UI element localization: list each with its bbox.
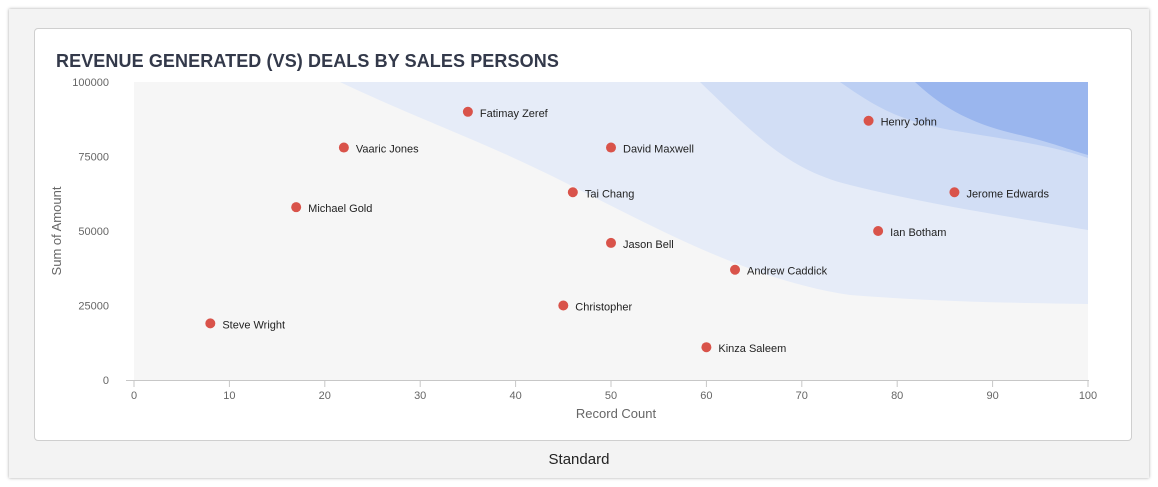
chart-title: REVENUE GENERATED (VS) DEALS BY SALES PE… bbox=[56, 51, 559, 71]
x-tick-label: 50 bbox=[605, 390, 617, 402]
data-point-label: Andrew Caddick bbox=[747, 266, 828, 278]
data-point bbox=[873, 226, 884, 236]
x-tick-label: 60 bbox=[700, 390, 712, 402]
y-tick-label: 0 bbox=[103, 375, 109, 387]
data-point-label: Kinza Saleem bbox=[718, 343, 786, 355]
y-tick-label: 25000 bbox=[78, 301, 109, 313]
band-4 bbox=[915, 82, 1088, 155]
y-tick-label: 50000 bbox=[78, 226, 109, 238]
footer-label: Standard bbox=[548, 451, 610, 468]
data-point-label: Tai Chang bbox=[585, 188, 635, 200]
data-point bbox=[863, 115, 874, 126]
data-point bbox=[291, 202, 302, 213]
x-tick-label: 10 bbox=[223, 390, 235, 402]
data-point-label: Jerome Edwards bbox=[966, 188, 1049, 200]
y-tick-label: 100000 bbox=[72, 77, 109, 89]
data-point-label: Fatimay Zeref bbox=[480, 108, 549, 120]
data-point bbox=[205, 318, 216, 329]
x-tick-label: 90 bbox=[986, 390, 998, 402]
data-point-label: Ian Botham bbox=[890, 227, 946, 239]
data-point bbox=[730, 264, 741, 275]
background-bands bbox=[340, 82, 1088, 304]
data-point-label: Christopher bbox=[575, 302, 632, 314]
data-point-label: Henry John bbox=[881, 117, 937, 129]
x-tick-label: 0 bbox=[131, 390, 137, 402]
data-point bbox=[558, 300, 569, 311]
data-point bbox=[606, 142, 616, 153]
x-tick-label: 30 bbox=[414, 390, 426, 402]
x-tick-label: 20 bbox=[319, 390, 331, 402]
data-point bbox=[949, 187, 960, 198]
x-tick-label: 80 bbox=[891, 390, 903, 402]
data-point-label: Jason Bell bbox=[623, 239, 674, 251]
y-tick-label: 75000 bbox=[78, 152, 109, 164]
x-axis-title: Record Count bbox=[576, 406, 657, 421]
data-point bbox=[701, 342, 712, 353]
data-point bbox=[606, 237, 616, 248]
data-point-label: Vaaric Jones bbox=[356, 144, 419, 156]
data-point-label: Michael Gold bbox=[308, 203, 372, 215]
y-axis-title: Sum of Amount bbox=[49, 186, 64, 275]
data-point-label: David Maxwell bbox=[623, 144, 694, 156]
data-point bbox=[462, 106, 473, 117]
x-tick-label: 40 bbox=[509, 390, 521, 402]
data-point bbox=[338, 142, 349, 153]
x-tick-label: 100 bbox=[1079, 390, 1097, 402]
x-tick-label: 70 bbox=[796, 390, 808, 402]
data-point-label: Steve Wright bbox=[222, 319, 285, 331]
data-point bbox=[567, 187, 578, 198]
